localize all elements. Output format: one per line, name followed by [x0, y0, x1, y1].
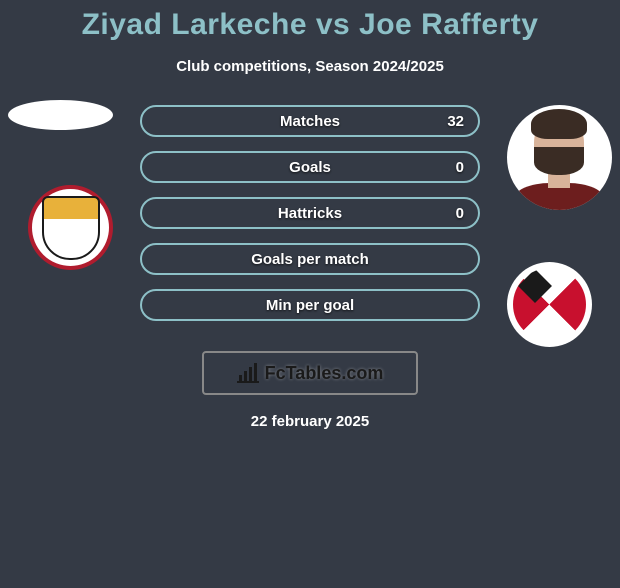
stat-label: Goals: [289, 159, 331, 176]
stat-value-right: 32: [447, 113, 464, 130]
stat-row: Goals 0: [140, 151, 480, 183]
stat-value-right: 0: [456, 205, 464, 222]
chart-icon: [237, 363, 259, 383]
stats-list: Matches 32 Goals 0 Hattricks 0 Goals per match…: [140, 105, 480, 335]
watermark-text: FcTables.com: [265, 363, 384, 384]
club-left-crest: [28, 185, 113, 270]
stat-label: Goals per match: [251, 251, 369, 268]
stat-row: Goals per match: [140, 243, 480, 275]
page-title: Ziyad Larkeche vs Joe Rafferty: [0, 8, 620, 42]
player-left-avatar: [8, 100, 113, 130]
club-right-crest: [507, 262, 592, 347]
stat-label: Matches: [280, 113, 340, 130]
stat-row: Hattricks 0: [140, 197, 480, 229]
stat-row: Min per goal: [140, 289, 480, 321]
snapshot-date: 22 february 2025: [0, 413, 620, 430]
stat-label: Min per goal: [266, 297, 354, 314]
watermark-badge: FcTables.com: [202, 351, 418, 395]
season-subtitle: Club competitions, Season 2024/2025: [0, 58, 620, 75]
comparison-panel: Matches 32 Goals 0 Hattricks 0 Goals per match…: [0, 105, 620, 345]
player-right-avatar: [507, 105, 612, 210]
stat-label: Hattricks: [278, 205, 342, 222]
stat-value-right: 0: [456, 159, 464, 176]
stat-row: Matches 32: [140, 105, 480, 137]
